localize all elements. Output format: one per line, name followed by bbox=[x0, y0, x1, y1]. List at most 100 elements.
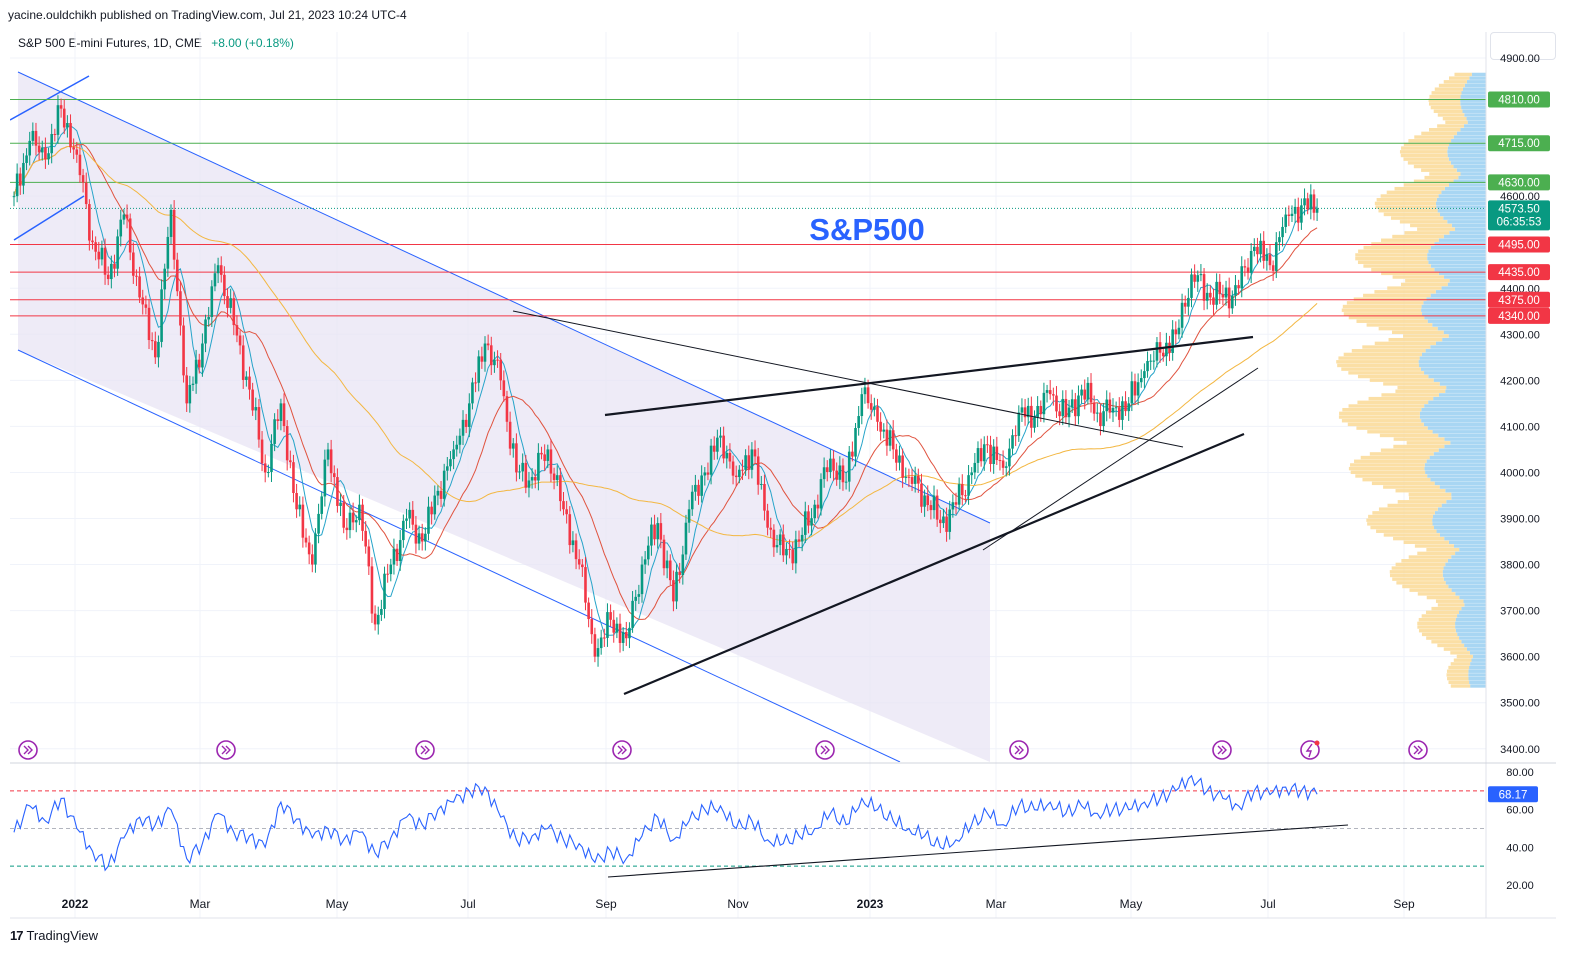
ema-20-line bbox=[13, 125, 1318, 636]
candle bbox=[226, 288, 229, 318]
candle bbox=[1209, 285, 1212, 305]
tradingview-logo-icon: 17 bbox=[10, 928, 24, 943]
candle bbox=[402, 514, 405, 548]
event-marker-icon[interactable] bbox=[216, 740, 236, 760]
candle bbox=[738, 465, 741, 484]
earnings-event-icon[interactable] bbox=[1300, 740, 1320, 760]
candle bbox=[1300, 198, 1303, 230]
candle bbox=[920, 473, 923, 513]
candle bbox=[1180, 293, 1184, 338]
event-markers bbox=[18, 740, 1428, 760]
candle bbox=[803, 501, 807, 544]
candle bbox=[1055, 386, 1058, 418]
event-marker-icon[interactable] bbox=[1408, 740, 1428, 760]
candle bbox=[888, 425, 892, 452]
event-marker-icon[interactable] bbox=[1009, 740, 1029, 760]
candle bbox=[822, 457, 826, 488]
candle bbox=[1048, 380, 1052, 400]
candle bbox=[1070, 389, 1074, 413]
candle bbox=[628, 622, 631, 649]
trendline bbox=[982, 367, 1259, 551]
trendline bbox=[623, 432, 1245, 696]
candle bbox=[106, 266, 110, 286]
candle bbox=[376, 606, 380, 635]
candle bbox=[1315, 198, 1319, 221]
candle bbox=[1124, 391, 1127, 416]
candle bbox=[433, 485, 437, 520]
x-tick-label: Sep bbox=[1393, 897, 1415, 911]
candle bbox=[238, 330, 242, 355]
candle bbox=[838, 456, 842, 490]
candle bbox=[1165, 332, 1168, 366]
candle bbox=[1042, 382, 1046, 423]
candle bbox=[28, 131, 31, 166]
candle bbox=[1161, 347, 1165, 362]
candle bbox=[637, 584, 641, 605]
candle bbox=[537, 443, 540, 491]
chart-settings-box[interactable] bbox=[1490, 32, 1556, 60]
candle bbox=[398, 530, 402, 571]
tradingview-logo[interactable]: 17 TradingView bbox=[10, 928, 98, 943]
candle bbox=[703, 467, 707, 486]
candle bbox=[383, 566, 386, 619]
candle bbox=[772, 524, 776, 557]
event-marker-icon[interactable] bbox=[815, 740, 835, 760]
candle bbox=[332, 465, 336, 487]
candle bbox=[263, 454, 267, 483]
candle bbox=[254, 397, 258, 421]
candle bbox=[1127, 397, 1130, 421]
candle bbox=[618, 613, 622, 653]
candle bbox=[15, 163, 19, 203]
candle bbox=[876, 398, 879, 431]
candle bbox=[1168, 335, 1171, 362]
candle bbox=[596, 638, 600, 667]
y-tick-label: 4600.00 bbox=[1500, 191, 1540, 203]
event-marker-icon[interactable] bbox=[415, 740, 435, 760]
candle bbox=[1114, 401, 1118, 417]
candle bbox=[904, 467, 908, 483]
candle bbox=[505, 390, 509, 432]
candle bbox=[1136, 373, 1140, 406]
symbol-label[interactable]: S&P 500 E-mini Futures, 1D, CME bbox=[18, 36, 202, 50]
candle bbox=[1001, 450, 1005, 475]
candle bbox=[910, 468, 914, 492]
candle bbox=[496, 350, 499, 368]
event-marker-icon[interactable] bbox=[1212, 740, 1232, 760]
candle bbox=[731, 455, 735, 485]
chart-header: S&P 500 E-mini Futures, 1D, CME +8.00 (+… bbox=[18, 36, 294, 50]
candle bbox=[546, 444, 550, 469]
candle bbox=[643, 551, 647, 574]
candle bbox=[267, 464, 270, 478]
tradingview-brand: TradingView bbox=[26, 928, 99, 943]
rsi-tick-label: 20.00 bbox=[1506, 880, 1534, 892]
candle bbox=[361, 498, 364, 541]
candle bbox=[665, 550, 669, 579]
candle bbox=[508, 411, 512, 456]
candle bbox=[1243, 259, 1247, 277]
candle bbox=[1177, 319, 1181, 340]
x-tick-label: Sep bbox=[595, 897, 617, 911]
candle bbox=[40, 140, 44, 161]
event-marker-icon[interactable] bbox=[612, 740, 632, 760]
candle bbox=[1143, 363, 1146, 389]
candle bbox=[1026, 397, 1030, 425]
candle bbox=[301, 496, 305, 548]
candle bbox=[103, 238, 107, 285]
price-badge: 4810.00 bbox=[1488, 91, 1550, 108]
candle bbox=[468, 393, 471, 438]
trendline bbox=[512, 310, 1184, 448]
candle bbox=[326, 442, 330, 467]
svg-text:4810.00: 4810.00 bbox=[1498, 94, 1540, 106]
channel-lower-line bbox=[17, 349, 901, 762]
x-tick-label: 2023 bbox=[857, 897, 884, 911]
candle bbox=[1293, 198, 1297, 224]
candle bbox=[489, 336, 493, 376]
event-marker-icon[interactable] bbox=[18, 740, 38, 760]
candle bbox=[527, 471, 531, 498]
candle bbox=[1067, 399, 1071, 428]
candle bbox=[1253, 238, 1256, 257]
candle bbox=[1218, 273, 1222, 305]
candle bbox=[706, 462, 710, 481]
candle bbox=[813, 499, 816, 524]
